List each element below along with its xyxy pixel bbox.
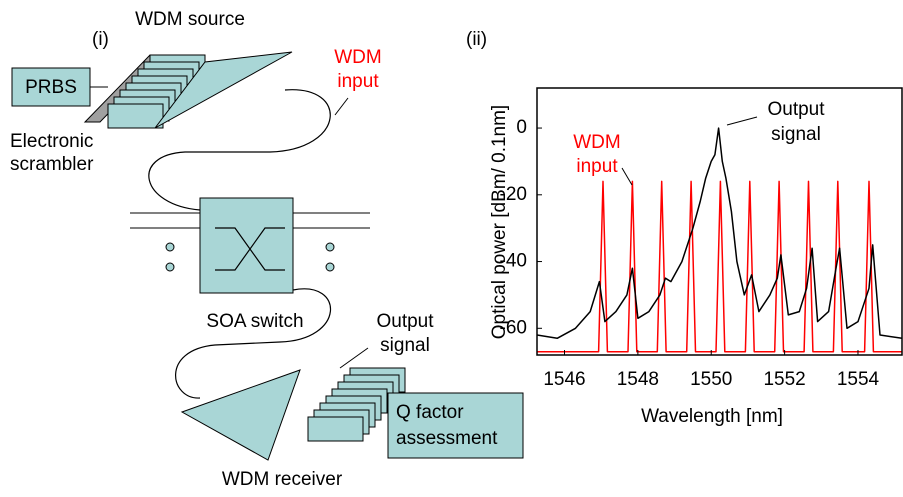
series-line — [537, 180, 902, 353]
switch-cross — [215, 227, 285, 271]
x-tick-label: 1550 — [690, 369, 732, 390]
source-stack — [107, 54, 206, 129]
q-factor-label: assessment — [396, 428, 498, 449]
scrambler-label: scrambler — [10, 154, 94, 175]
amplifier — [154, 51, 293, 129]
output-signal-label: signal — [380, 335, 430, 356]
pointer — [334, 97, 349, 116]
wdm-input-label: input — [337, 71, 379, 92]
pointer — [726, 116, 758, 126]
scrambler-label: Electronic — [10, 131, 93, 152]
y-axis-label: Optical power [dBm/ 0.1nm] — [489, 105, 510, 339]
wdm-input-label: WDM — [334, 47, 381, 68]
fiber — [175, 288, 331, 399]
y-tick-label: -60 — [500, 317, 527, 338]
annotation: WDM — [573, 132, 620, 153]
y-tick-label: -40 — [500, 251, 527, 272]
soa-switch-label: SOA switch — [206, 311, 303, 332]
y-tick-label: -20 — [500, 184, 527, 205]
panel-label: (i) — [92, 29, 109, 50]
ports-dots — [165, 242, 335, 272]
q-factor-box — [387, 392, 524, 459]
wdm-source-label: WDM source — [135, 9, 245, 30]
x-tick-label: 1552 — [763, 369, 805, 390]
x-tick-label: 1554 — [837, 369, 880, 390]
x-tick-label: 1548 — [617, 369, 659, 390]
output-signal-label: Output — [376, 311, 434, 332]
annotation: Output — [767, 99, 825, 120]
plot-area — [537, 127, 903, 353]
x-axis-label: Wavelength [nm] — [641, 406, 783, 427]
prbs-box — [11, 67, 91, 107]
series-line — [537, 127, 903, 340]
soa-switch — [199, 197, 294, 294]
wdm-receiver-label: WDM receiver — [222, 469, 343, 490]
pointer — [339, 347, 369, 369]
q-factor-label: Q factor — [396, 402, 464, 423]
plot-frame — [536, 87, 903, 356]
fiber — [148, 89, 331, 211]
annotation: input — [576, 156, 618, 177]
x-tick-label: 1546 — [543, 369, 585, 390]
receiver-amplifier — [180, 369, 301, 461]
y-tick-label: 0 — [516, 117, 527, 138]
annotation: signal — [771, 124, 821, 145]
prbs-label: PRBS — [25, 77, 77, 98]
pointer — [621, 167, 633, 186]
panel-label: (ii) — [466, 29, 487, 50]
